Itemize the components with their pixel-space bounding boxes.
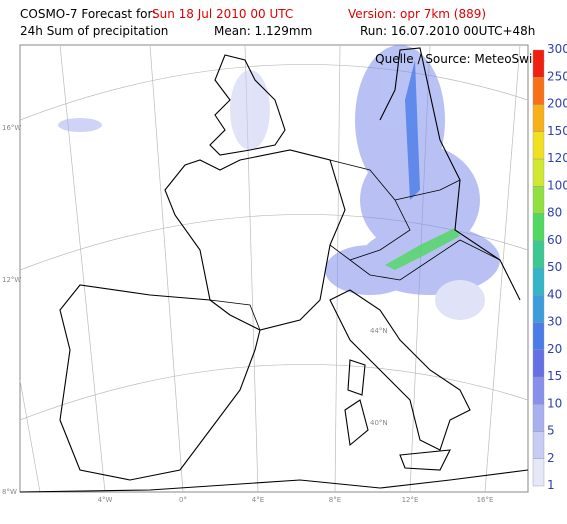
lon-label: 0° <box>179 496 187 504</box>
colorbar-label: 120 <box>547 151 567 165</box>
colorbar-label: 250 <box>547 69 567 83</box>
colorbar-label: 50 <box>547 260 562 274</box>
colorbar-label: 10 <box>547 396 562 410</box>
lon-label: 12°W <box>2 276 21 284</box>
product: 24h Sum of precipitation <box>20 24 168 38</box>
colorbar-label: 1 <box>547 478 555 492</box>
colorbar-segment <box>532 49 545 78</box>
precipitation-core <box>385 60 460 270</box>
colorbar-label: 2 <box>547 451 555 465</box>
colorbar-label: 15 <box>547 369 562 383</box>
colorbar-label: 30 <box>547 315 562 329</box>
colorbar-segment <box>532 158 545 187</box>
colorbar-label: 40 <box>547 287 562 301</box>
colorbar-label: 150 <box>547 124 567 138</box>
lat-label: 44°N <box>370 327 388 335</box>
lon-label: 4°W <box>98 496 113 504</box>
coastlines <box>19 47 529 493</box>
colorbar-segment <box>532 458 545 487</box>
colorbar-label: 80 <box>547 206 562 220</box>
lon-label: 8°E <box>329 496 341 504</box>
colorbar-label: 100 <box>547 178 567 192</box>
borders <box>209 159 501 331</box>
forecast-date: Sun 18 Jul 2010 00 UTC <box>152 7 293 21</box>
mean: Mean: 1.129mm <box>214 24 312 38</box>
colorbar-label: 20 <box>547 342 562 356</box>
colorbar-label: 60 <box>547 233 562 247</box>
colorbar-segment <box>532 131 545 160</box>
lon-label: 16°E <box>477 496 494 504</box>
lon-label: 16°W <box>2 124 21 132</box>
run: Run: 16.07.2010 00UTC+48h <box>360 24 535 38</box>
lon-label: 12°E <box>402 496 419 504</box>
map: Quelle / Source: MeteoSwiss 44°N 40°N 16… <box>2 44 545 504</box>
lat-label: 40°N <box>370 419 388 427</box>
colorbar: 1 2 5 10 15 20 30 40 50 60 80 100 120 150 200 250 300 <box>532 42 567 492</box>
colorbar-segment <box>532 77 545 105</box>
version: Version: opr 7km (889) <box>348 7 486 21</box>
colorbar-segment <box>532 240 545 269</box>
source-note: Quelle / Source: MeteoSwiss <box>375 52 545 66</box>
colorbar-segment <box>532 322 545 350</box>
colorbar-segment <box>532 295 545 323</box>
colorbar-segment <box>532 186 545 214</box>
colorbar-label: 5 <box>547 424 555 438</box>
colorbar-segment <box>532 267 545 296</box>
colorbar-segment <box>532 376 545 405</box>
lon-label: 4°E <box>252 496 264 504</box>
colorbar-label: 300 <box>547 42 567 56</box>
colorbar-segment <box>532 349 545 378</box>
forecast-label: COSMO-7 Forecast for: <box>20 7 156 21</box>
colorbar-label: 200 <box>547 97 567 111</box>
precipitation <box>58 45 500 320</box>
colorbar-segment <box>532 431 545 459</box>
lon-label: 8°W <box>2 488 17 496</box>
colorbar-segment <box>532 104 545 132</box>
colorbar-segment <box>532 404 545 432</box>
colorbar-segment <box>532 213 545 241</box>
